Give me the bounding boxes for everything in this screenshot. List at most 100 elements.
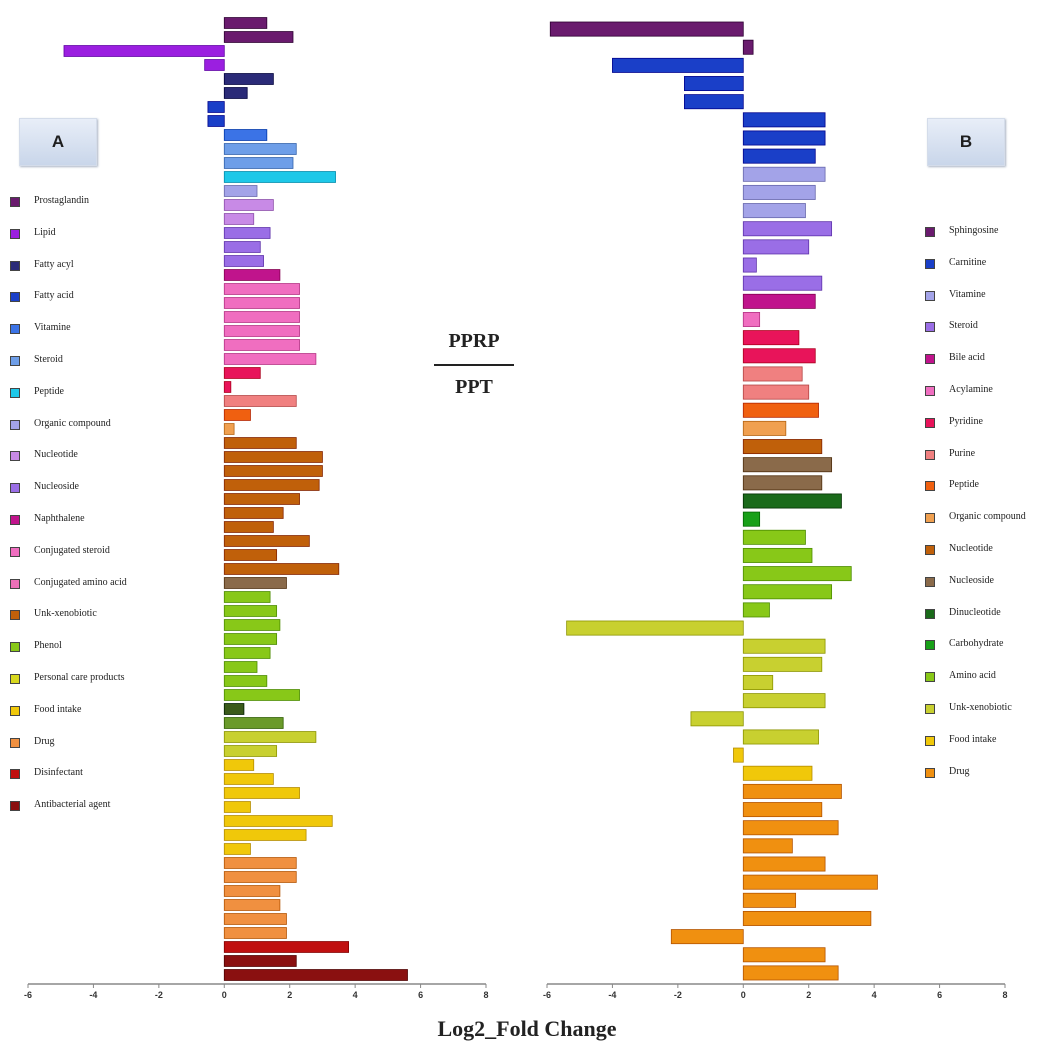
bar-panel-a	[63, 45, 225, 57]
x-tick-label-panel-a: 4	[353, 990, 358, 1000]
bar-panel-a	[223, 87, 248, 99]
x-tick-label-panel-a: 0	[222, 990, 227, 1000]
bar-panel-a	[223, 423, 235, 435]
legend-swatch	[925, 513, 935, 524]
bar-panel-a	[223, 255, 264, 267]
legend-swatch	[925, 767, 935, 778]
legend-swatch	[10, 705, 20, 716]
legend-swatch	[10, 387, 20, 398]
legend-swatch	[925, 672, 935, 683]
legend-swatch	[925, 322, 935, 333]
bar-panel-b	[742, 112, 826, 128]
bar-panel-a	[223, 31, 294, 43]
bar-panel-b	[742, 439, 823, 455]
panel-a-label: A	[19, 118, 97, 166]
bar-panel-a	[223, 269, 281, 281]
bar-panel-b	[742, 493, 842, 509]
panel-b-label: B	[927, 118, 1005, 166]
bar-panel-b	[742, 947, 826, 963]
bar-panel-b	[742, 856, 826, 872]
legend-swatch	[10, 610, 20, 621]
legend-label: Antibacterial agent	[34, 799, 111, 811]
legend-swatch	[925, 386, 935, 396]
legend-label: Steroid	[34, 354, 63, 365]
legend-label: Sphingosine	[949, 225, 999, 236]
bar-panel-a	[223, 297, 300, 309]
legend-swatch	[10, 419, 20, 430]
legend-label: Food intake	[949, 733, 997, 745]
bar-panel-b	[742, 184, 816, 200]
bar-panel-b	[742, 39, 754, 55]
x-tick-label-panel-a: 8	[483, 990, 488, 1000]
bar-panel-a	[223, 885, 281, 897]
legend-label: Personal care products	[34, 672, 125, 683]
bar-panel-a	[223, 325, 300, 337]
bar-panel-a	[223, 969, 408, 981]
bar-panel-b	[742, 457, 833, 473]
bar-panel-a	[223, 535, 310, 547]
legend-label: Nucleoside	[949, 574, 994, 586]
x-tick-label-panel-a: -4	[89, 990, 97, 1000]
bar-panel-b	[690, 711, 744, 727]
x-tick-label-panel-b: -6	[543, 990, 551, 1000]
x-tick-label-panel-b: -4	[608, 990, 616, 1000]
bar-panel-a	[223, 591, 271, 603]
bar-panel-a	[223, 871, 297, 883]
bar-panel-b	[742, 693, 826, 709]
legend-swatch	[925, 576, 935, 587]
bar-panel-b	[612, 57, 744, 73]
legend-label: Conjugated amino acid	[34, 576, 127, 588]
bar-panel-a	[223, 451, 323, 463]
bar-panel-b	[742, 547, 813, 563]
bar-panel-a	[223, 283, 300, 295]
bar-panel-b	[742, 348, 816, 364]
bar-panel-a	[223, 563, 340, 575]
bar-panel-a	[223, 73, 274, 85]
legend-swatch	[10, 260, 20, 271]
bar-panel-a	[207, 101, 225, 113]
legend-swatch	[10, 228, 20, 239]
bar-panel-a	[223, 577, 287, 589]
bar-panel-a	[223, 339, 300, 351]
legend-label: Fatty acid	[34, 290, 74, 302]
bar-panel-a	[223, 395, 297, 407]
bar-panel-a	[223, 647, 271, 659]
ratio-divider	[434, 364, 514, 366]
bar-panel-a	[223, 213, 255, 225]
bar-panel-a	[223, 479, 320, 491]
bar-panel-a	[223, 661, 258, 673]
ratio-label: PPRP PPT	[434, 326, 514, 402]
bar-panel-a	[223, 507, 284, 519]
bar-panel-a	[223, 381, 232, 393]
legend-label: Unk-xenobiotic	[34, 608, 97, 620]
legend-label: Food intake	[34, 703, 82, 715]
legend-swatch	[925, 258, 935, 269]
legend-label: Organic compound	[949, 511, 1026, 523]
legend-label: Disinfectant	[34, 767, 83, 779]
legend-label: Vitamine	[949, 288, 986, 300]
legend-swatch	[10, 642, 20, 653]
bar-panel-a	[223, 759, 255, 771]
bar-panel-a	[223, 143, 297, 155]
legend-swatch	[925, 545, 935, 555]
bar-panel-a	[223, 171, 336, 183]
bar-panel-b	[742, 239, 810, 255]
legend-swatch	[10, 769, 20, 780]
bar-panel-a	[223, 493, 300, 505]
bar-panel-a	[223, 913, 287, 925]
bar-panel-a	[223, 185, 258, 197]
bar-panel-b	[549, 21, 744, 37]
bar-panel-a	[223, 549, 278, 561]
bar-panel-a	[223, 899, 281, 911]
legend-label: Organic compound	[34, 417, 111, 429]
legend-swatch	[10, 483, 20, 494]
bar-panel-b	[742, 820, 839, 836]
bar-panel-a	[223, 787, 300, 799]
bar-panel-b	[742, 602, 770, 618]
bar-panel-a	[223, 311, 300, 323]
bar-panel-b	[742, 402, 819, 418]
bar-panel-a	[223, 731, 317, 743]
bar-panel-b	[742, 257, 757, 273]
legend-label: Drug	[949, 765, 970, 777]
legend-label: Lipid	[34, 226, 56, 238]
